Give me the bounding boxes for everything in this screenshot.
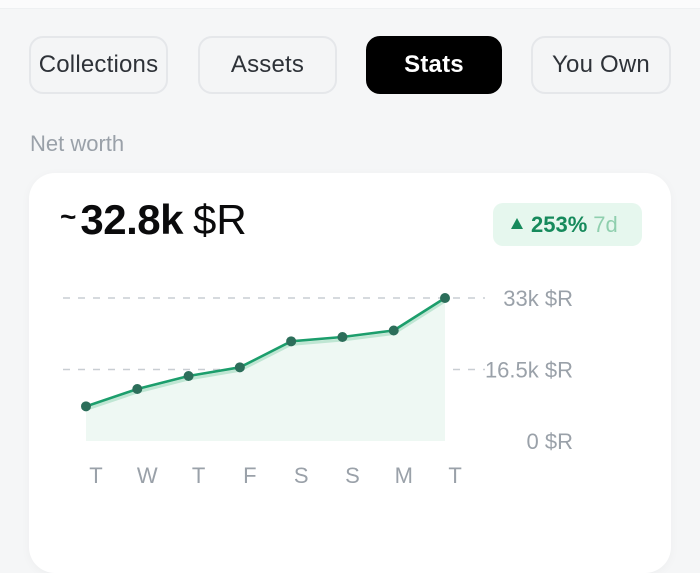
x-tick-label-4: S: [294, 463, 309, 488]
tab-assets[interactable]: Assets: [198, 36, 337, 94]
approx-symbol: ~: [60, 201, 77, 232]
triangle-up-icon: [511, 218, 523, 229]
net-worth-value: ~ 32.8k $R: [60, 196, 247, 244]
data-point-4: [286, 336, 297, 347]
x-tick-label-5: S: [345, 463, 360, 488]
y-tick-label-2: 33k $R: [503, 286, 573, 311]
tab-stats[interactable]: Stats: [366, 36, 502, 94]
data-point-2: [183, 371, 194, 381]
data-point-0: [81, 401, 91, 412]
net-worth-label: Net worth: [30, 131, 125, 156]
data-point-1: [132, 384, 143, 394]
net-worth-unit: $R: [192, 196, 247, 243]
x-tick-label-1: W: [137, 463, 158, 488]
series-line: [84, 296, 447, 408]
y-tick-label-0: 0 $R: [527, 429, 573, 454]
series-line-shadow: [85, 299, 446, 411]
data-point-5: [337, 332, 348, 342]
data-point-3: [234, 362, 245, 373]
x-tick-label-2: T: [192, 463, 205, 488]
x-tick-label-6: M: [395, 463, 413, 488]
x-tick-label-7: T: [448, 463, 461, 488]
change-percent: 253%: [531, 211, 588, 237]
y-tick-label-1: 16.5k $R: [485, 358, 573, 383]
tab-bar: Collections Assets Stats You Own: [29, 36, 671, 96]
net-worth-chart: T W T F S S M T 0 $R 16.5k $R 33k $R: [63, 286, 573, 488]
data-point-7: [440, 293, 450, 303]
change-badge: 253% 7d: [493, 203, 642, 246]
area-fill: [86, 298, 445, 441]
tab-you-own[interactable]: You Own: [531, 36, 671, 94]
data-point-6: [388, 325, 399, 336]
x-tick-label-3: F: [243, 463, 256, 488]
tab-collections[interactable]: Collections: [29, 36, 168, 94]
change-period: 7d: [593, 211, 618, 237]
top-edge: [0, 0, 700, 9]
net-worth-amount: 32.8k: [80, 196, 183, 243]
x-tick-label-0: T: [89, 463, 102, 488]
